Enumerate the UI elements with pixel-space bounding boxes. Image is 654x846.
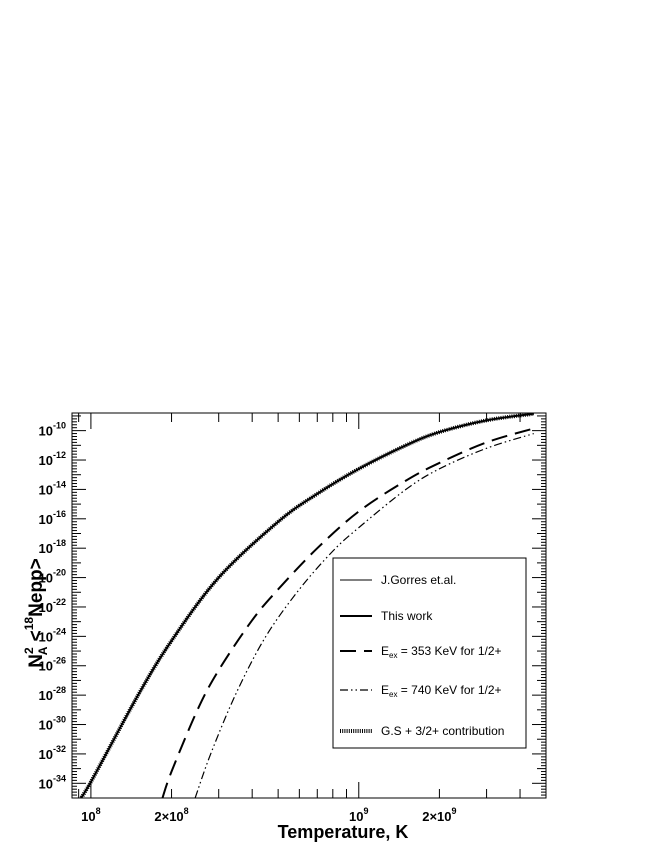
series-line-e740 (194, 432, 534, 798)
plot-frame (71, 412, 547, 799)
series-line-gs (78, 413, 535, 798)
legend-label-thiswork: This work (381, 609, 433, 623)
y-title-sup18: 18 (22, 617, 36, 631)
ticks (72, 412, 547, 799)
legend: J.Gorres et.al. This work Eex = 353 KeV fo… (332, 557, 527, 749)
series-layer (78, 413, 535, 798)
plot-area-border (71, 412, 547, 799)
y-tick-label: 10-28 (39, 685, 66, 703)
y-title-rest: Nepp> (26, 558, 47, 617)
y-tick-label: 10-22 (39, 597, 66, 615)
x-tick-label: 109 (349, 806, 368, 824)
tick-labels: 10-34 10-32 10-30 10-28 10-26 10-24 10-22 10-20… (39, 421, 457, 824)
y-tick-label: 10-32 (39, 744, 66, 762)
y-title-n: N (26, 654, 47, 668)
x-tick-label: 2×109 (422, 806, 456, 824)
legend-label-e353: Eex = 353 KeV for 1/2+ (381, 644, 502, 660)
y-tick-label: 10-24 (39, 626, 66, 644)
y-title-sup2: 2 (22, 647, 36, 654)
y-tick-label: 10-14 (39, 479, 66, 497)
x-tick-label: 108 (81, 806, 100, 824)
y-title-open: < (26, 630, 47, 646)
y-tick-label: 10-34 (39, 773, 66, 791)
y-tick-label: 10-30 (39, 715, 66, 733)
y-axis-title: N2A <18Nepp> (22, 558, 50, 667)
y-tick-label: 10-10 (39, 421, 66, 439)
y-tick-label: 10-20 (39, 568, 66, 586)
y-title-suba: A (36, 646, 50, 655)
legend-box (332, 557, 527, 749)
y-tick-label: 10-12 (39, 450, 66, 468)
y-tick-label: 10-26 (39, 656, 66, 674)
x-axis-title: Temperature, K (278, 822, 409, 842)
legend-label-gs: G.S + 3/2+ contribution (381, 724, 504, 738)
x-tick-label: 2×108 (154, 806, 188, 824)
y-tick-label: 10-16 (39, 509, 66, 527)
y-tick-label: 10-18 (39, 538, 66, 556)
legend-label-e740: Eex = 740 KeV for 1/2+ (381, 683, 502, 699)
series-line-e353 (161, 427, 535, 798)
legend-label-gorres: J.Gorres et.al. (381, 573, 456, 587)
